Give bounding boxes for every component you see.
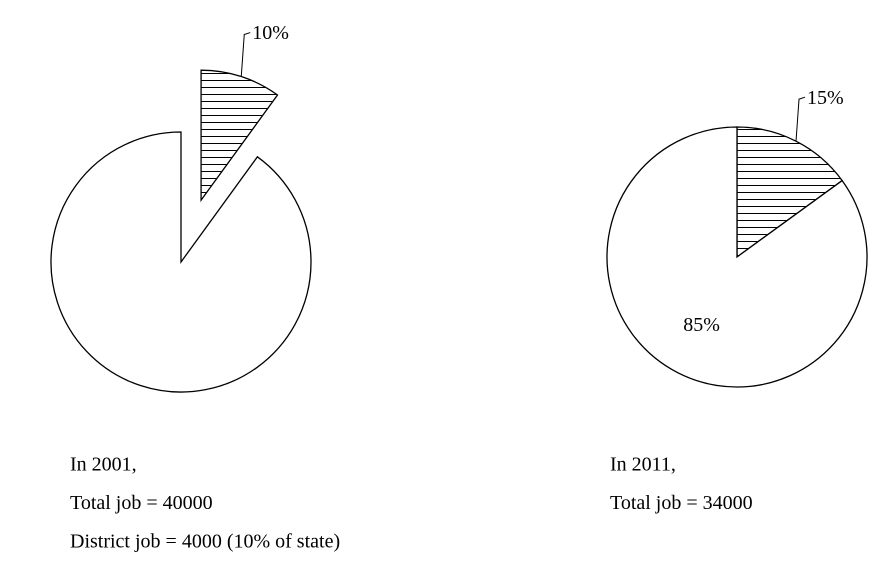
caption: In 2011,: [610, 454, 676, 476]
leader-line: [795, 96, 806, 142]
caption: In 2001,: [70, 454, 137, 476]
pie-slice: [606, 126, 868, 388]
pie-slice: [50, 131, 312, 393]
data-label: 15%: [807, 87, 844, 109]
pie-slice: [736, 126, 844, 259]
caption: District job = 4000 (10% of state): [70, 531, 340, 553]
caption: Total job = 34000: [610, 492, 753, 514]
data-label: 10%: [252, 22, 289, 44]
leader-line: [240, 32, 251, 77]
data-label: 85%: [683, 314, 720, 336]
caption: Total job = 40000: [70, 492, 213, 514]
pie-slice: [200, 69, 279, 203]
